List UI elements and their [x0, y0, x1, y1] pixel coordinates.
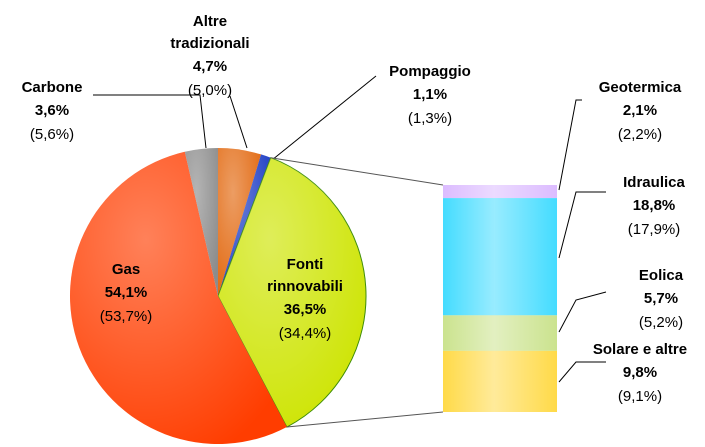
category-label-line: rinnovabili — [267, 278, 343, 295]
category-label: Pompaggio — [389, 63, 471, 80]
leader-line — [558, 361, 606, 383]
value-label: 36,5% — [284, 301, 327, 318]
leader-line — [229, 95, 248, 149]
category-label: Eolica — [639, 267, 684, 284]
previous-value-label: (9,1%) — [618, 388, 662, 405]
category-label-line: tradizionali — [170, 35, 249, 52]
connector-line — [270, 157, 444, 186]
slice-shade — [218, 148, 262, 296]
previous-value-label: (5,0%) — [188, 82, 232, 99]
previous-value-label: (5,2%) — [639, 314, 683, 331]
leader-line — [558, 291, 607, 333]
leader-lines — [93, 75, 607, 383]
category-label-line: Fonti — [287, 256, 324, 273]
value-label: 54,1% — [105, 284, 148, 301]
bar-shade — [443, 315, 557, 351]
value-label: 9,8% — [623, 364, 657, 381]
slice-shade — [218, 157, 366, 428]
previous-value-label: (5,6%) — [30, 126, 74, 143]
category-label: Solare e altre — [593, 341, 687, 358]
previous-value-label: (53,7%) — [100, 308, 153, 325]
value-label: 1,1% — [413, 86, 447, 103]
value-label: 2,1% — [623, 102, 657, 119]
value-label: 5,7% — [644, 290, 678, 307]
category-label: Gas — [112, 261, 140, 278]
connector-line — [286, 411, 444, 428]
slice-shade — [69, 151, 287, 444]
slice-shade — [184, 148, 218, 296]
category-label: Fonti rinnovabili — [267, 256, 343, 295]
bar-shade — [443, 185, 557, 199]
bar-shade — [443, 350, 557, 412]
category-label: Altre tradizionali — [170, 13, 249, 52]
previous-value-label: (2,2%) — [618, 126, 662, 143]
category-label-line: Altre — [193, 13, 227, 30]
previous-value-label: (1,3%) — [408, 110, 452, 127]
leader-line — [558, 191, 606, 259]
leader-line — [271, 75, 377, 161]
bar-shade — [443, 198, 557, 316]
value-label: 18,8% — [633, 197, 676, 214]
value-label: 4,7% — [193, 58, 227, 75]
value-label: 3,6% — [35, 102, 69, 119]
category-label: Geotermica — [599, 79, 682, 96]
leader-line — [558, 99, 582, 191]
category-label: Idraulica — [623, 174, 685, 191]
leader-line — [93, 94, 207, 149]
previous-value-label: (34,4%) — [279, 325, 332, 342]
category-label: Carbone — [22, 79, 83, 96]
previous-value-label: (17,9%) — [628, 221, 681, 238]
